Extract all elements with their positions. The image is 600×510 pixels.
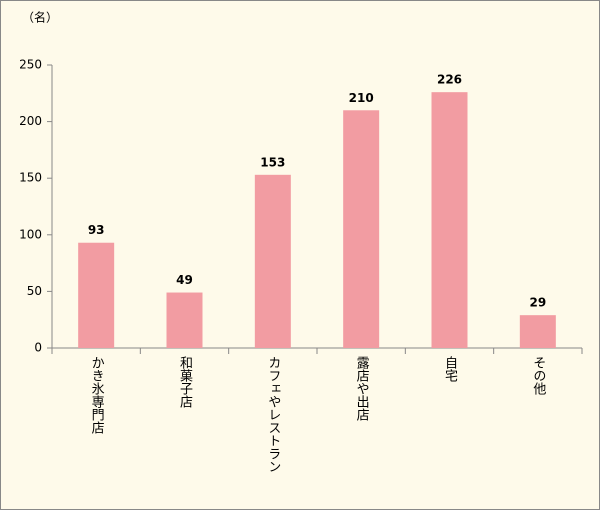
y-tick-label: 250 bbox=[19, 58, 42, 72]
x-tick-label: カフェやレストラン bbox=[265, 356, 281, 473]
bar bbox=[431, 92, 468, 348]
y-tick-label: 50 bbox=[27, 284, 42, 298]
data-label: 93 bbox=[88, 223, 105, 237]
bar bbox=[166, 292, 203, 348]
data-label: 210 bbox=[349, 91, 374, 105]
y-tick-label: 0 bbox=[34, 341, 42, 355]
data-label: 226 bbox=[437, 73, 462, 87]
x-tick-label: 自宅 bbox=[442, 356, 458, 382]
x-tick-label: 和菓子店 bbox=[177, 356, 193, 408]
y-tick-label: 150 bbox=[19, 171, 42, 185]
y-tick-label: 200 bbox=[19, 114, 42, 128]
data-label: 153 bbox=[260, 155, 285, 169]
data-label: 49 bbox=[176, 273, 193, 287]
x-tick-label: かき氷専門店 bbox=[89, 356, 105, 434]
bar bbox=[343, 110, 380, 348]
bar bbox=[78, 242, 115, 348]
data-label: 29 bbox=[529, 296, 546, 310]
y-tick-label: 100 bbox=[19, 227, 42, 241]
bar bbox=[519, 315, 556, 348]
x-tick-label: 露店や出店 bbox=[354, 356, 370, 421]
y-axis-label: （名） bbox=[22, 10, 58, 25]
bar bbox=[254, 174, 291, 348]
x-tick-label: その他 bbox=[530, 356, 546, 396]
